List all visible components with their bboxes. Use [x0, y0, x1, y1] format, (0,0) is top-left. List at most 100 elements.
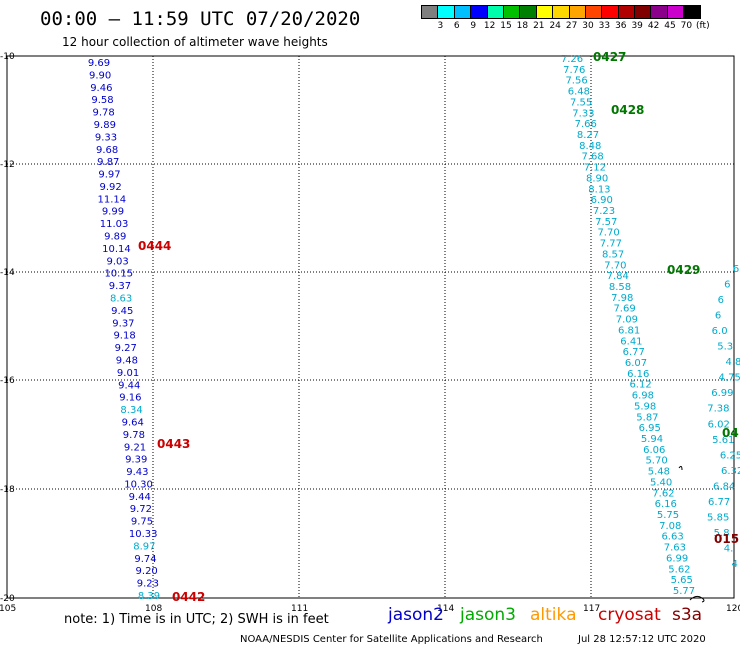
swh-value: 7.38 [707, 404, 729, 415]
swh-value: 7.70 [604, 260, 626, 271]
swh-value: 4.8 [726, 357, 740, 368]
color-scale-label: 70 [680, 21, 693, 31]
swh-value: 6.0 [712, 326, 728, 337]
swh-value: 6.81 [618, 325, 640, 336]
lat-tick-label: -12 [0, 160, 15, 170]
swh-value: 7.77 [600, 239, 622, 250]
color-scale [421, 5, 701, 19]
timestamp-text: Jul 28 12:57:12 UTC 2020 [578, 634, 706, 645]
swh-value: 7.55 [570, 97, 592, 108]
swh-value: 9.48 [116, 355, 138, 366]
swh-value: 8.48 [579, 141, 601, 152]
swh-value: 6.32 [721, 466, 740, 477]
swh-value: 8.39 [138, 591, 160, 602]
swh-value: 8.90 [586, 173, 608, 184]
swh-value: 9.92 [99, 182, 121, 193]
pass-time-label: 0444 [138, 239, 171, 253]
swh-value: 8.63 [110, 294, 132, 305]
swh-value: 6 [733, 264, 739, 275]
swh-value: 6.99 [711, 388, 733, 399]
color-scale-labels: 3 6 9 12 15 18 21 24 27 30 33 36 39 42 45 70 (ft) [422, 21, 740, 33]
pass-time-label: 04 [722, 426, 739, 440]
swh-value: 9.33 [95, 132, 117, 143]
swh-value: 9.16 [119, 393, 141, 404]
lon-tick-label: 111 [291, 604, 308, 614]
swh-value: 5.87 [636, 412, 658, 423]
swh-value: 9.44 [129, 492, 151, 503]
swh-value: 9.78 [93, 108, 115, 119]
swh-value: 9.37 [112, 318, 134, 329]
swh-value: 10.30 [124, 479, 153, 490]
swh-value: 9.21 [124, 442, 146, 453]
lon-tick-label: 108 [145, 604, 162, 614]
lat-tick-label: -18 [0, 485, 15, 495]
swh-value: 6.16 [627, 369, 649, 380]
color-scale-label: 6 [453, 21, 460, 31]
swh-value: 6.77 [708, 497, 730, 508]
color-scale-label: 39 [631, 21, 643, 31]
lat-tick-label: -16 [0, 376, 15, 386]
swh-value: 11.03 [100, 219, 129, 230]
swh-value: 9.72 [130, 504, 152, 515]
color-scale-label: 30 [582, 21, 594, 31]
swh-value: 7.33 [572, 108, 594, 119]
swh-value: 9.01 [117, 368, 139, 379]
swh-value: 5.77 [673, 586, 695, 597]
lat-tick-label: -20 [0, 594, 15, 604]
color-swatch [683, 5, 701, 19]
color-scale-label: 42 [647, 21, 660, 31]
swh-value: 6.41 [620, 336, 642, 347]
legend-altika: altika [530, 605, 577, 625]
swh-value: 9.27 [115, 343, 137, 354]
swh-value: 10.14 [102, 244, 131, 255]
swh-value: 6.90 [591, 195, 613, 206]
swh-value: 11.14 [97, 194, 126, 205]
swh-value: 6.16 [655, 499, 677, 510]
color-scale-label: 45 [664, 21, 676, 31]
swh-value: 9.97 [98, 170, 120, 181]
legend-s3a: s3a [672, 605, 703, 625]
color-scale-label: (ft) [696, 21, 710, 31]
swh-value: 9.90 [89, 70, 111, 81]
page-subtitle: 12 hour collection of altimeter wave hei… [62, 35, 328, 49]
swh-value: 9.03 [106, 256, 128, 267]
swh-value: 9.89 [94, 120, 116, 131]
swh-value: 5.75 [657, 510, 679, 521]
pass-time-label: 0443 [157, 437, 190, 451]
swh-value: 9.43 [126, 467, 148, 478]
swh-value: 8.97 [133, 541, 155, 552]
pass-time-label: 015 [714, 532, 739, 546]
color-scale-label: 33 [598, 21, 611, 31]
swh-value: 5.3 [717, 342, 733, 353]
swh-value: 9.18 [113, 331, 135, 342]
page-title: 00:00 – 11:59 UTC 07/20/2020 [40, 8, 361, 30]
color-scale-label: 12 [483, 21, 496, 31]
swh-value: 5.98 [634, 401, 656, 412]
swh-value: 6.02 [708, 419, 730, 430]
swh-value: 5.8 [714, 528, 730, 539]
swh-value: 9.74 [134, 554, 156, 565]
map-frame [6, 55, 735, 599]
swh-value: 9.44 [118, 380, 140, 391]
swh-value: 7.09 [616, 315, 638, 326]
lon-tick-label: 120 [726, 604, 740, 614]
swh-value: 7.66 [575, 119, 597, 130]
swh-value: 5.85 [707, 512, 729, 523]
lon-tick-label: 114 [437, 604, 454, 614]
swh-value: 6.84 [713, 481, 735, 492]
swh-value: 9.23 [137, 579, 159, 590]
swh-value: 7.70 [597, 228, 619, 239]
swh-value: 9.46 [90, 83, 112, 94]
legend-jason2: jason2 [388, 605, 444, 625]
swh-value: 10.33 [129, 529, 158, 540]
swh-value: 8.58 [609, 282, 631, 293]
swh-value: 5.40 [650, 477, 672, 488]
swh-value: 6.98 [632, 391, 654, 402]
swh-value: 7.63 [664, 543, 686, 554]
lon-tick-label: 105 [0, 604, 16, 614]
color-scale-label: 27 [565, 21, 578, 31]
swh-value: 6 [724, 280, 730, 291]
swh-value: 8.34 [120, 405, 142, 416]
color-scale-label: 18 [516, 21, 529, 31]
